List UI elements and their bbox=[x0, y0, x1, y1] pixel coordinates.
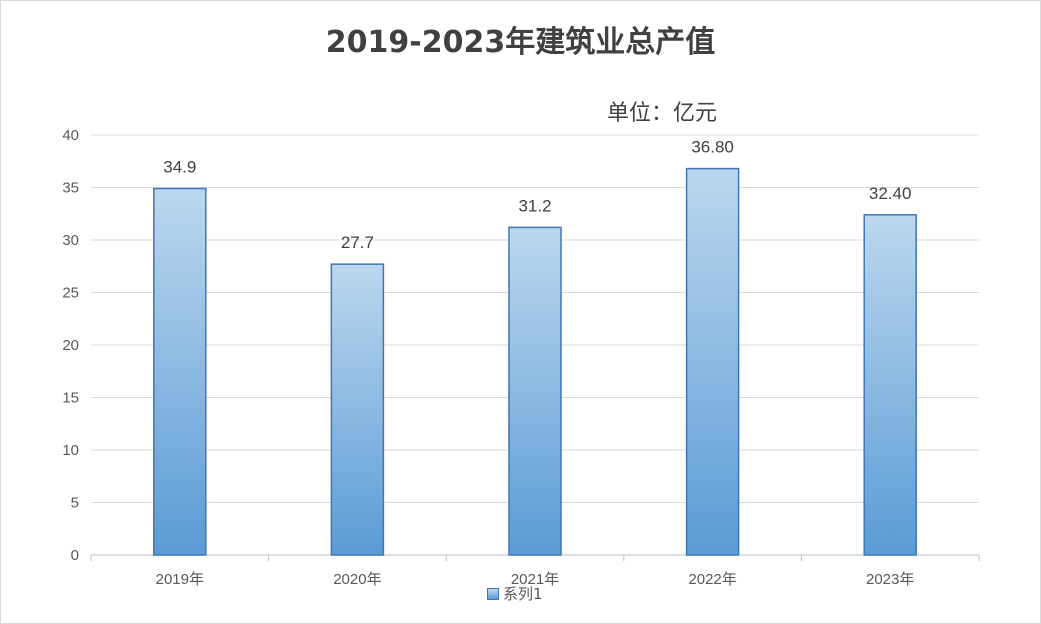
data-label: 32.40 bbox=[869, 184, 912, 203]
y-tick-label: 40 bbox=[62, 127, 79, 144]
y-tick-label: 5 bbox=[71, 495, 79, 512]
bar bbox=[508, 226, 562, 556]
legend-swatch bbox=[487, 587, 499, 600]
x-tick-label: 2020年 bbox=[333, 571, 381, 588]
legend-label: 系列1 bbox=[503, 585, 543, 603]
y-axis-ticks: 0 5 10 15 20 25 30 35 40 bbox=[62, 127, 79, 564]
y-tick-label: 15 bbox=[62, 390, 79, 407]
x-tick-label: 2019年 bbox=[156, 571, 204, 588]
x-axis-ticks: 2019年 2020年 2021年 2022年 2023年 bbox=[156, 571, 915, 588]
bar bbox=[153, 187, 207, 556]
data-label: 31.2 bbox=[518, 196, 551, 215]
data-label: 27.7 bbox=[341, 233, 374, 252]
y-tick-label: 20 bbox=[62, 337, 79, 354]
bar bbox=[330, 263, 385, 556]
x-tick-label: 2022年 bbox=[688, 571, 736, 588]
x-tick-label: 2023年 bbox=[866, 571, 914, 588]
data-labels: 34.9 27.7 31.2 36.80 32.40 bbox=[163, 138, 911, 253]
x-tick-label: 2021年 bbox=[511, 571, 559, 588]
bar bbox=[863, 214, 917, 556]
unit-label: 单位：亿元 bbox=[607, 101, 718, 126]
chart-title: 2019-2023年建筑业总产值 bbox=[325, 25, 716, 60]
data-label: 36.80 bbox=[691, 138, 734, 157]
y-tick-label: 35 bbox=[62, 180, 79, 197]
data-label: 34.9 bbox=[163, 158, 196, 177]
y-tick-label: 30 bbox=[62, 232, 79, 249]
y-tick-label: 25 bbox=[62, 285, 79, 302]
bars bbox=[153, 167, 917, 556]
bar bbox=[685, 167, 740, 556]
y-tick-label: 0 bbox=[71, 547, 79, 564]
legend: 系列1 bbox=[487, 583, 543, 604]
y-tick-label: 10 bbox=[62, 442, 79, 459]
